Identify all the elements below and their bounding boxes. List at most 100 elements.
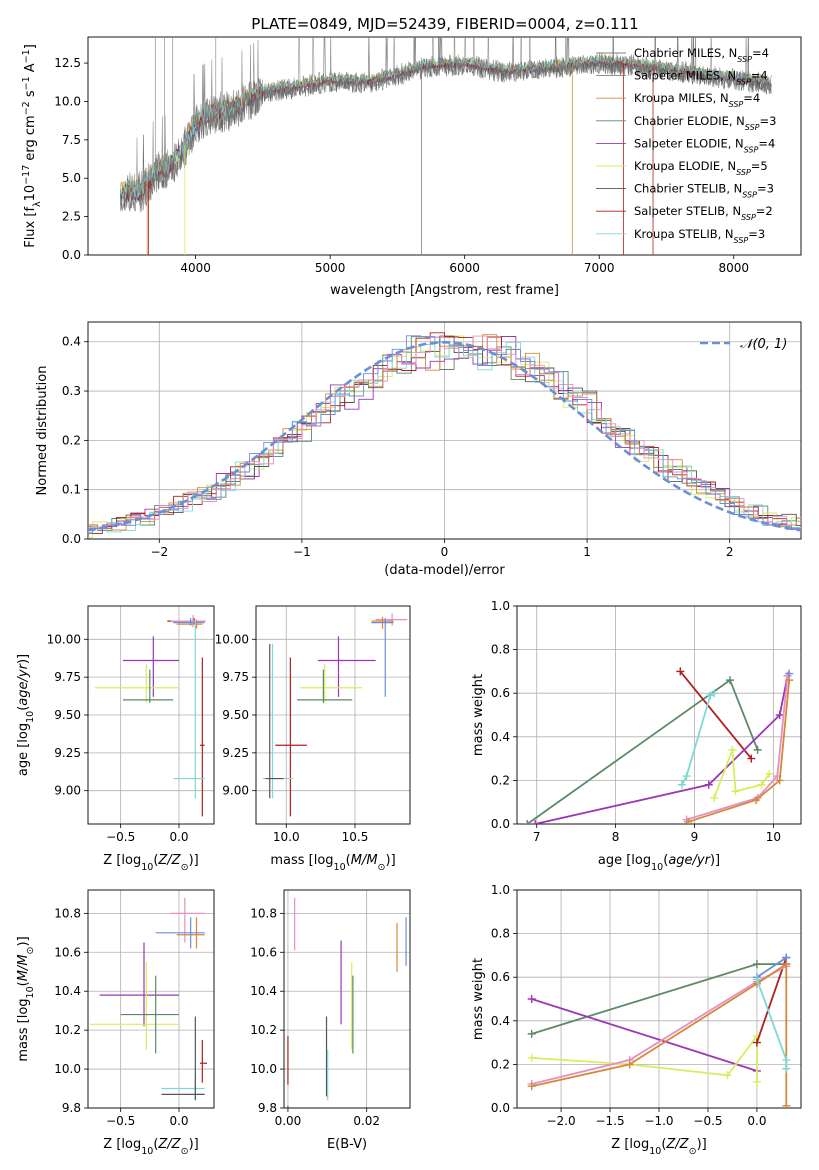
weight-marker [752, 975, 761, 984]
panel-mass_vs_Z: −0.5 0.09.810.010.210.410.610.8Z [log10(Z… [16, 889, 215, 1157]
weight-marker [723, 1071, 732, 1080]
legend-subscript: SSP [741, 213, 756, 222]
gaussian-curve [88, 340, 801, 532]
label-part: ⊙ [689, 1146, 697, 1157]
legend-entry: 𝒩(0, 1) [740, 337, 787, 352]
x-tick-label: 0.0 [747, 1114, 766, 1128]
legend-subscript: SSP [734, 235, 749, 244]
legend-text: =5 [751, 159, 768, 173]
legend-text: Salpeter MILES, N [634, 69, 736, 83]
label-part: 10 [141, 862, 153, 873]
y-tick-label: 0.2 [491, 1057, 510, 1071]
x-tick-label: −0.5 [693, 1114, 722, 1128]
weight-marker [726, 676, 734, 685]
legend-subscript: SSP [737, 55, 752, 64]
y-tick-label: 9.8 [258, 1101, 277, 1115]
y-tick-label: 0.2 [491, 773, 510, 787]
x-tick-label: 5000 [315, 261, 346, 275]
y-tick-label: 10.6 [250, 945, 277, 959]
y-tick-label: 10.4 [54, 984, 81, 998]
y-tick-label: 9.00 [54, 784, 81, 798]
label-part: mass [log [16, 998, 31, 1061]
legend-entry: Chabrier ELODIE, NSSP=3 [634, 114, 776, 132]
y-tick-label: 0.8 [491, 927, 510, 941]
x-tick-label: 2 [726, 545, 734, 559]
weight-line [756, 956, 787, 978]
y-tick-label: 2.5 [62, 210, 81, 224]
x-tick-label: −2 [150, 545, 168, 559]
label-part: 10 [25, 711, 36, 723]
legend-entry: Kroupa STELIB, NSSP=3 [634, 227, 765, 245]
weight-marker [752, 1077, 761, 1086]
x-tick-label: 0.0 [169, 1114, 188, 1128]
label-part: −1 [21, 49, 32, 63]
residual-histograms [88, 332, 801, 538]
legend-entry: Kroupa MILES, NSSP=4 [634, 91, 760, 109]
weight-marker [682, 772, 691, 781]
label-part: 10 [649, 1146, 661, 1157]
legend-entry: Chabrier STELIB, NSSP=3 [634, 182, 774, 200]
y-axis-label: mass weight [471, 674, 486, 756]
label-part: ( [153, 853, 158, 868]
label-part: mass [log [270, 853, 333, 868]
axes-frame [283, 889, 411, 1109]
weight-marker [704, 780, 713, 789]
legend-text: =3 [760, 114, 777, 128]
y-tick-label: 9.50 [222, 708, 249, 722]
x-tick-label: 0.02 [353, 1114, 380, 1128]
x-axis-label: mass [log10(M/M⊙)] [270, 853, 395, 873]
panel-spectrum: 4000 5000 6000 7000 8000 0.0 2.5 5.0 7.5 10.0 12.5… [21, 36, 802, 298]
axes-frame [87, 605, 215, 825]
weight-marker [782, 953, 791, 962]
weight-marker [728, 745, 737, 754]
legend-text: Kroupa STELIB, N [634, 227, 734, 241]
y-tick-label: 0.0 [62, 532, 81, 546]
y-tick-label: 0.4 [62, 335, 81, 349]
x-tick-label: 9 [691, 830, 699, 844]
label-part: 10 [334, 862, 346, 873]
y-tick-label: 0.2 [62, 433, 81, 447]
legend-subscript: SSP [736, 168, 751, 177]
axes-frame [516, 605, 802, 825]
label-part: M/M [16, 954, 31, 981]
legend-text: Kroupa ELODIE, N [634, 159, 736, 173]
x-axis-label: (data-model)/error [384, 563, 505, 578]
weight-line [531, 998, 758, 1072]
label-part: −1 [21, 76, 32, 90]
y-tick-label: 10.0 [250, 1062, 277, 1076]
label-part: Z [log [103, 1137, 141, 1152]
weight-marker [775, 776, 784, 785]
legend-entry: Chabrier MILES, NSSP=4 [634, 46, 769, 64]
y-tick-label: 0.3 [62, 384, 81, 398]
x-tick-label: −1.5 [595, 1114, 624, 1128]
x-axis-label: age [log10(age/yr)] [598, 853, 720, 873]
weight-marker [753, 745, 762, 754]
y-tick-label: 0.8 [491, 643, 510, 657]
legend-text: =3 [757, 182, 774, 196]
panel-age_vs_mass: 10.0 10.5 9.00 9.25 9.50 9.75 10.00 mass [log10… [215, 605, 411, 873]
weight-marker [527, 1082, 536, 1091]
weight-line [687, 680, 791, 823]
x-tick-label: −2.0 [546, 1114, 575, 1128]
errorbar-points [90, 897, 207, 1101]
x-tick-label: 4000 [180, 261, 211, 275]
y-tick-label: 0.0 [491, 817, 510, 831]
weight-marker [782, 1101, 791, 1108]
panel-weight_vs_Z: −2.0 −1.5 −1.0 −0.5 0.0 0.0 0.2 0.4 0.6 0.8 1.0 Z [… [471, 883, 802, 1157]
panel-residuals: −2 −1 0 1 2 0.0 0.1 0.2 0.3 0.4 𝒩(0, 1) (data-model… [35, 321, 802, 578]
weight-marker [531, 820, 540, 824]
y-axis-label: mass weight [471, 958, 486, 1040]
y-tick-label: 0.4 [491, 1014, 510, 1028]
spectrum-lines [119, 37, 772, 255]
label-part: Z [log [103, 853, 141, 868]
y-tick-label: 10.2 [54, 1023, 81, 1037]
axes-frame [87, 36, 802, 256]
residual-histogram [88, 332, 801, 535]
weight-series [523, 667, 794, 824]
label-part: )] [710, 853, 720, 868]
label-part: Flux [f [23, 207, 38, 248]
legend-subscript: SSP [742, 190, 757, 199]
weight-marker [752, 796, 761, 805]
